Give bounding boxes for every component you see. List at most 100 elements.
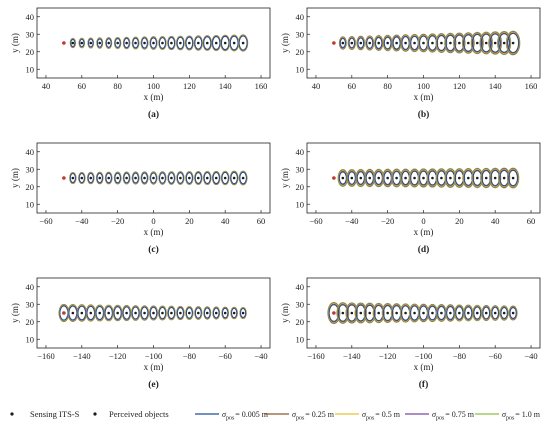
perceived-object-point [404, 311, 407, 315]
perceived-object-point [89, 311, 93, 315]
sensing-station-point [62, 311, 66, 315]
y-tick-label: 40 [296, 147, 305, 157]
error-ellipse [96, 172, 103, 184]
error-ellipse [213, 307, 220, 319]
error-ellipse [500, 307, 508, 319]
perceived-object-point [152, 41, 155, 45]
panel-b: 40 60 80 100 120 140 160 10 20 30 40 x (m) y (m) (b) [280, 7, 541, 120]
perceived-object-point [359, 311, 363, 315]
perceived-object-point [475, 311, 479, 315]
error-ellipse [240, 308, 247, 318]
perceived-object-point [493, 41, 497, 45]
x-tick-label: 60 [78, 81, 87, 91]
x-axis-label: x (m) [414, 92, 434, 102]
error-ellipse [159, 172, 166, 184]
x-tick-label: 160 [255, 81, 268, 91]
error-ellipse [77, 305, 87, 321]
perceived-object-point [449, 311, 452, 315]
error-ellipse [392, 36, 401, 50]
perceived-object-point [395, 41, 398, 45]
sensing-station-point [332, 311, 336, 315]
perceived-object-point [205, 41, 209, 45]
perceived-object-point [511, 41, 515, 45]
error-ellipse [176, 307, 184, 319]
perceived-object-point [484, 176, 488, 180]
legend-series-label: σpos= 0.75 m [432, 410, 475, 422]
perceived-object-point [350, 176, 354, 180]
y-axis-label: y (m) [10, 168, 20, 188]
perceived-object-point [134, 41, 137, 45]
legend-series-label: σpos= 0.005 m [222, 410, 269, 422]
y-tick-label: 10 [26, 334, 35, 344]
x-tick-label: 40 [491, 216, 500, 226]
error-ellipse [141, 37, 148, 49]
error-ellipse [509, 307, 517, 319]
perceived-object-point [386, 311, 389, 315]
perceived-object-point [143, 41, 146, 45]
error-ellipse [87, 173, 94, 183]
perceived-object-point [493, 311, 497, 315]
perceived-object-point [179, 41, 182, 45]
perceived-object-point [71, 176, 75, 180]
x-tick-label: −60 [219, 351, 232, 361]
x-tick-label: −40 [75, 216, 88, 226]
error-ellipse [70, 39, 76, 47]
x-tick-label: 100 [417, 81, 430, 91]
y-tick-label: 20 [296, 47, 305, 57]
x-tick-label: −120 [109, 351, 127, 361]
perceived-object-point [80, 176, 84, 180]
perceived-object-point [377, 176, 380, 180]
perceived-object-point [440, 311, 443, 315]
y-axis-label: y (m) [280, 168, 290, 188]
error-ellipse [204, 307, 211, 319]
x-tick-label: 120 [183, 81, 196, 91]
y-tick-label: 30 [296, 29, 305, 39]
perceived-object-point [341, 41, 345, 45]
perceived-object-point [341, 311, 345, 315]
perceived-object-point [359, 41, 363, 45]
perceived-object-point [223, 311, 227, 315]
x-tick-label: −60 [309, 216, 322, 226]
perceived-object-point [170, 176, 173, 180]
perceived-object-point [80, 41, 84, 45]
error-ellipse [194, 36, 203, 50]
error-ellipse [123, 37, 130, 49]
y-axis-label: y (m) [10, 303, 20, 323]
perceived-object-point [214, 311, 218, 315]
perceived-object-point [214, 41, 218, 45]
error-ellipse [88, 38, 94, 48]
y-tick-label: 40 [296, 12, 305, 22]
perceived-object-point [107, 311, 110, 315]
perceived-object-point [440, 41, 443, 45]
x-tick-label: 20 [455, 216, 464, 226]
y-axis-label: y (m) [10, 33, 20, 53]
x-tick-label: −40 [345, 216, 358, 226]
y-tick-label: 30 [26, 29, 35, 39]
error-ellipse [168, 172, 175, 184]
perceived-object-point [502, 311, 506, 315]
legend-series: σpos= 0.005 m σpos= 0.25 m σpos= 0.5 m σpos… [195, 410, 541, 422]
perceived-object-point [161, 41, 164, 45]
x-tick-label: 80 [383, 81, 392, 91]
error-ellipse [185, 307, 193, 319]
y-tick-label: 20 [26, 317, 35, 327]
error-ellipse [401, 36, 410, 50]
error-ellipse [357, 37, 365, 49]
error-ellipse [96, 38, 103, 48]
error-ellipse [95, 306, 104, 320]
error-ellipse [140, 306, 149, 320]
perceived-object-point [107, 41, 110, 45]
panel-d: −60 −40 −20 0 20 40 60 10 20 30 40 x (m) y (m) (d) [280, 142, 541, 255]
perceived-object-point [422, 41, 425, 45]
y-tick-label: 30 [26, 299, 35, 309]
y-tick-label: 10 [26, 64, 35, 74]
error-ellipse [212, 172, 220, 184]
perceived-object-point [241, 41, 245, 45]
perceived-object-point [116, 176, 119, 180]
y-tick-label: 20 [26, 47, 35, 57]
y-tick-label: 10 [296, 334, 305, 344]
perceived-object-point [125, 41, 128, 45]
error-ellipse [176, 172, 184, 184]
